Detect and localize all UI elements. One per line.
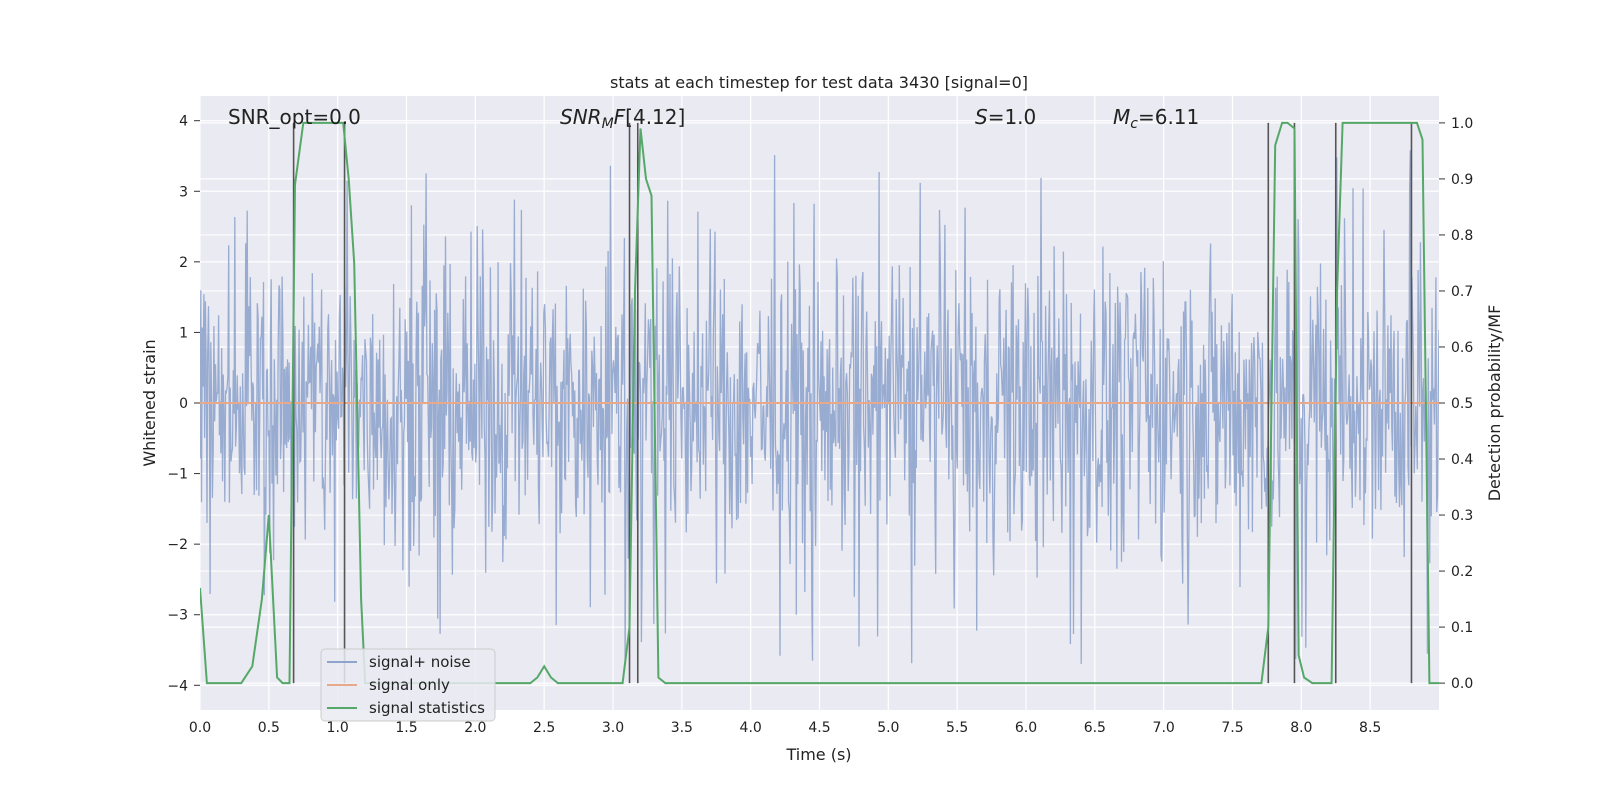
y2-tick-label: 0.1 (1451, 620, 1473, 636)
y-tick-label: 3 (179, 184, 188, 200)
legend-label-signal: signal only (369, 676, 450, 694)
noise-line (200, 150, 1439, 664)
x-tick-label: 4.5 (808, 720, 830, 736)
y2-tick-label: 0.9 (1451, 172, 1473, 188)
x-tick-label: 8.5 (1359, 720, 1381, 736)
y-tick-label: 0 (179, 396, 188, 412)
annotation-mc: Mc=6.11 (1113, 105, 1199, 132)
y-tick-label: −3 (167, 608, 188, 624)
y-tick-label: 4 (179, 114, 188, 130)
y2-tick-label: 1.0 (1451, 116, 1473, 132)
legend-label-noise: signal+ noise (369, 653, 471, 671)
y-tick-label: −2 (167, 537, 188, 553)
y2-tick-label: 0.4 (1451, 452, 1473, 468)
x-tick-label: 8.0 (1290, 720, 1312, 736)
x-tick-label: 5.5 (946, 720, 968, 736)
y-tick-label: −4 (167, 678, 188, 694)
x-tick-label: 2.0 (464, 720, 486, 736)
y2-tick-label: 0.7 (1451, 284, 1473, 300)
x-tick-label: 5.0 (877, 720, 899, 736)
y-tick-label: 2 (179, 255, 188, 271)
annotation-s-stat-value: =1.0 (988, 105, 1037, 129)
annotation-mc-value: =6.11 (1138, 105, 1199, 129)
y-tick-label: 1 (179, 325, 188, 341)
y2-tick-label: 0.3 (1451, 508, 1473, 524)
x-tick-label: 0.5 (258, 720, 280, 736)
y2-tick-label: 0.0 (1451, 676, 1473, 692)
annotation-snr-opt: SNR_opt=0.0 (228, 105, 361, 129)
series-signal-statistics (200, 121, 1439, 685)
x-axis-ticks: 0.0 0.5 1.0 1.5 2.0 2.5 3.0 3.5 4.0 4.5 5.0 5.5 6.0 6… (189, 720, 1381, 736)
y2-tick-label: 0.2 (1451, 564, 1473, 580)
y-tick-label: −1 (167, 467, 188, 483)
x-tick-label: 7.0 (1153, 720, 1175, 736)
x-tick-label: 1.0 (327, 720, 349, 736)
x-tick-label: 6.5 (1084, 720, 1106, 736)
annotation-s-stat: S=1.0 (975, 105, 1036, 129)
x-tick-label: 0.0 (189, 720, 211, 736)
x-tick-label: 7.5 (1221, 720, 1243, 736)
y2-axis-ticks: 1.0 0.9 0.8 0.7 0.6 0.5 0.4 0.3 0.2 0.1 0.0 (1439, 116, 1473, 692)
legend-label-stats: signal statistics (369, 699, 485, 717)
x-tick-label: 2.5 (533, 720, 555, 736)
y2-axis-label: Detection probability/MF (1485, 305, 1504, 502)
y2-tick-label: 0.5 (1451, 396, 1473, 412)
y-axis-ticks: 4 3 2 1 0 −1 −2 −3 −4 (167, 114, 200, 694)
chart-title: stats at each timestep for test data 343… (610, 73, 1028, 92)
y2-tick-label: 0.6 (1451, 340, 1473, 356)
x-tick-label: 1.5 (395, 720, 417, 736)
annotation-snr-mf: SNRMF[4.12] (560, 105, 685, 132)
x-tick-label: 4.0 (740, 720, 762, 736)
y2-tick-label: 0.8 (1451, 228, 1473, 244)
legend: signal+ noise signal only signal statist… (320, 648, 496, 722)
y-axis-label: Whitened strain (140, 339, 159, 466)
x-axis-label: Time (s) (785, 745, 851, 764)
x-tick-label: 3.0 (602, 720, 624, 736)
x-tick-label: 3.5 (671, 720, 693, 736)
signal-statistics-line (200, 121, 1439, 685)
series-signal-noise (200, 150, 1439, 664)
x-tick-label: 6.0 (1015, 720, 1037, 736)
annotation-snr-mf-value: [4.12] (625, 105, 685, 129)
legend-box (320, 648, 496, 722)
